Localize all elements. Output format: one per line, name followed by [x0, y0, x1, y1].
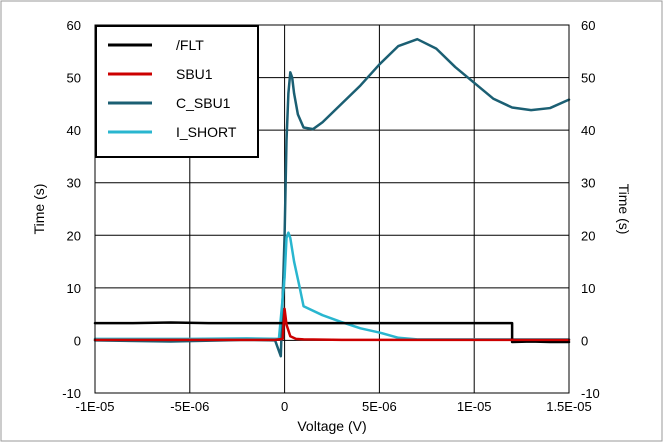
series-line-sbu1	[93, 307, 571, 342]
y-tick-label-right: 0	[581, 333, 588, 348]
y-axis-label-right: Time (s)	[616, 184, 632, 235]
legend-label: C_SBU1	[176, 95, 231, 111]
legend-box	[95, 25, 259, 158]
x-tick-label: -1E-05	[75, 399, 114, 414]
x-tick-label: 0	[281, 399, 288, 414]
tick-labels: -1E-05 -5E-06 0 5E-06 1E-05 1.5E-05-10 -100 010…	[62, 18, 600, 414]
y-tick-label-right: 60	[581, 18, 595, 33]
series-lines	[93, 37, 571, 358]
y-tick-label-left: 50	[67, 71, 81, 86]
legend-label: SBU1	[176, 66, 213, 82]
legend-label: /FLT	[176, 37, 204, 53]
series-line-flt	[93, 321, 571, 344]
legend-label: I_SHORT	[176, 124, 237, 140]
x-tick-label: 5E-06	[362, 399, 397, 414]
y-tick-label-left: 60	[67, 18, 81, 33]
x-axis-label: Voltage (V)	[297, 418, 366, 434]
y-tick-label-left: 0	[74, 333, 81, 348]
y-tick-label-left: 20	[67, 228, 81, 243]
legend: /FLT SBU1 C_SBU1 I_SHORT	[95, 25, 259, 158]
y-tick-label-right: 40	[581, 123, 595, 138]
y-axis-label-left: Time (s)	[31, 184, 47, 235]
y-tick-label-right: 50	[581, 71, 595, 86]
x-tick-label: 1E-05	[457, 399, 492, 414]
y-tick-label-right: 10	[581, 281, 595, 296]
x-tick-label: -5E-06	[170, 399, 209, 414]
y-tick-label-left: -10	[62, 386, 81, 401]
y-tick-label-right: 20	[581, 228, 595, 243]
y-tick-label-left: 30	[67, 176, 81, 191]
plot-area-border	[94, 24, 570, 394]
y-tick-label-left: 40	[67, 123, 81, 138]
y-tick-label-right: -10	[581, 386, 600, 401]
y-tick-label-right: 30	[581, 176, 595, 191]
y-tick-label-left: 10	[67, 281, 81, 296]
x-tick-label: 1.5E-05	[546, 399, 592, 414]
